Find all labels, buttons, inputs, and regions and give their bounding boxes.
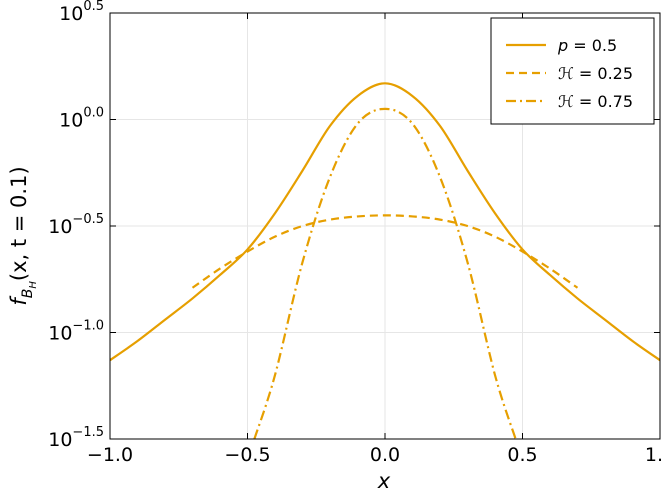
legend-box [490, 17, 655, 125]
legend-value: = 0.75 [574, 92, 633, 111]
legend-label-1: p = 0.5 [557, 36, 617, 55]
tick-labels: −1.0−0.50.00.51.010−1.510−1.010−0.5100.0… [48, 0, 664, 466]
y-axis-title-sub: B [20, 289, 36, 299]
y-tick-label: 10−1.0 [48, 319, 104, 345]
y-tick-base: 10 [59, 3, 83, 25]
y-tick-exponent: 0.0 [83, 106, 104, 121]
legend-value: = 0.5 [568, 36, 617, 55]
y-tick-base: 10 [48, 323, 72, 345]
y-axis-title-rest: (x, t = 0.1) [7, 166, 31, 281]
y-tick-base: 10 [48, 429, 72, 451]
y-tick-base: 10 [59, 110, 83, 132]
legend-label-2: ℋ = 0.25 [558, 64, 633, 83]
x-axis-title: x [377, 469, 391, 493]
x-tick-label: 0.0 [370, 444, 400, 466]
x-tick-label: −0.5 [224, 444, 270, 466]
ticks [109, 12, 661, 440]
y-tick-exponent: −1.5 [72, 425, 104, 440]
y-tick-label: 100.0 [59, 106, 104, 132]
y-tick-label: 10−1.5 [48, 425, 104, 451]
y-tick-exponent: 0.5 [83, 0, 104, 14]
y-tick-base: 10 [48, 216, 72, 238]
legend-symbol: p [557, 36, 568, 55]
series-layer [110, 82, 660, 439]
y-tick-exponent: −1.0 [72, 319, 104, 334]
x-tick-label: 0.5 [507, 444, 537, 466]
x-tick-label: −1.0 [87, 444, 133, 466]
y-tick-label: 100.5 [59, 0, 104, 25]
series-line-3 [253, 107, 517, 439]
y-axis-title-f: f [7, 295, 31, 306]
y-axis-title: fBH(x, t = 0.1) [7, 166, 39, 305]
legend-value: = 0.25 [574, 64, 633, 83]
y-tick-label: 10−0.5 [48, 212, 104, 238]
y-tick-exponent: −0.5 [72, 212, 104, 227]
legend-symbol: ℋ [558, 92, 574, 111]
legend: p = 0.5ℋ = 0.25ℋ = 0.75 [490, 17, 655, 125]
y-axis-title-subsub: H [28, 281, 39, 289]
x-tick-label: 1.0 [645, 444, 664, 466]
series-line-2 [191, 214, 579, 289]
legend-label-3: ℋ = 0.75 [558, 92, 633, 111]
legend-symbol: ℋ [558, 64, 574, 83]
series-line-1 [110, 82, 660, 362]
